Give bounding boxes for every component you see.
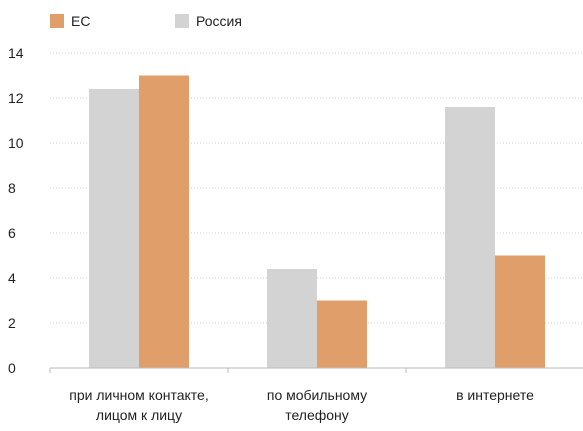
x-tick-label: при личном контакте, (69, 387, 208, 403)
x-tick-label: телефону (285, 407, 349, 423)
y-tick-label: 8 (8, 180, 16, 196)
y-tick-label: 14 (8, 45, 24, 61)
bar-russia (267, 269, 317, 368)
bar-russia (445, 107, 495, 368)
x-tick-label: лицом к лицу (96, 407, 182, 423)
y-tick-label: 6 (8, 225, 16, 241)
y-tick-label: 2 (8, 315, 16, 331)
y-tick-label: 10 (8, 135, 24, 151)
legend-label: Россия (196, 13, 242, 29)
bar-russia (89, 89, 139, 368)
legend: ЕС Россия (50, 13, 242, 29)
bars (89, 75, 545, 368)
y-tick-label: 4 (8, 270, 16, 286)
x-tick-label: по мобильному (267, 387, 367, 403)
y-tick-label: 12 (8, 90, 24, 106)
y-tick-label: 0 (8, 360, 16, 376)
legend-label: ЕС (71, 13, 90, 29)
axes: 0 2 4 6 8 10 12 14 при личном контакте, лицом к л… (8, 45, 583, 423)
legend-swatch (50, 14, 64, 28)
bar-eu (317, 300, 367, 368)
x-tick-label: в интернете (456, 387, 534, 403)
legend-swatch (175, 14, 189, 28)
bar-eu (139, 75, 189, 368)
bar-eu (495, 255, 545, 368)
